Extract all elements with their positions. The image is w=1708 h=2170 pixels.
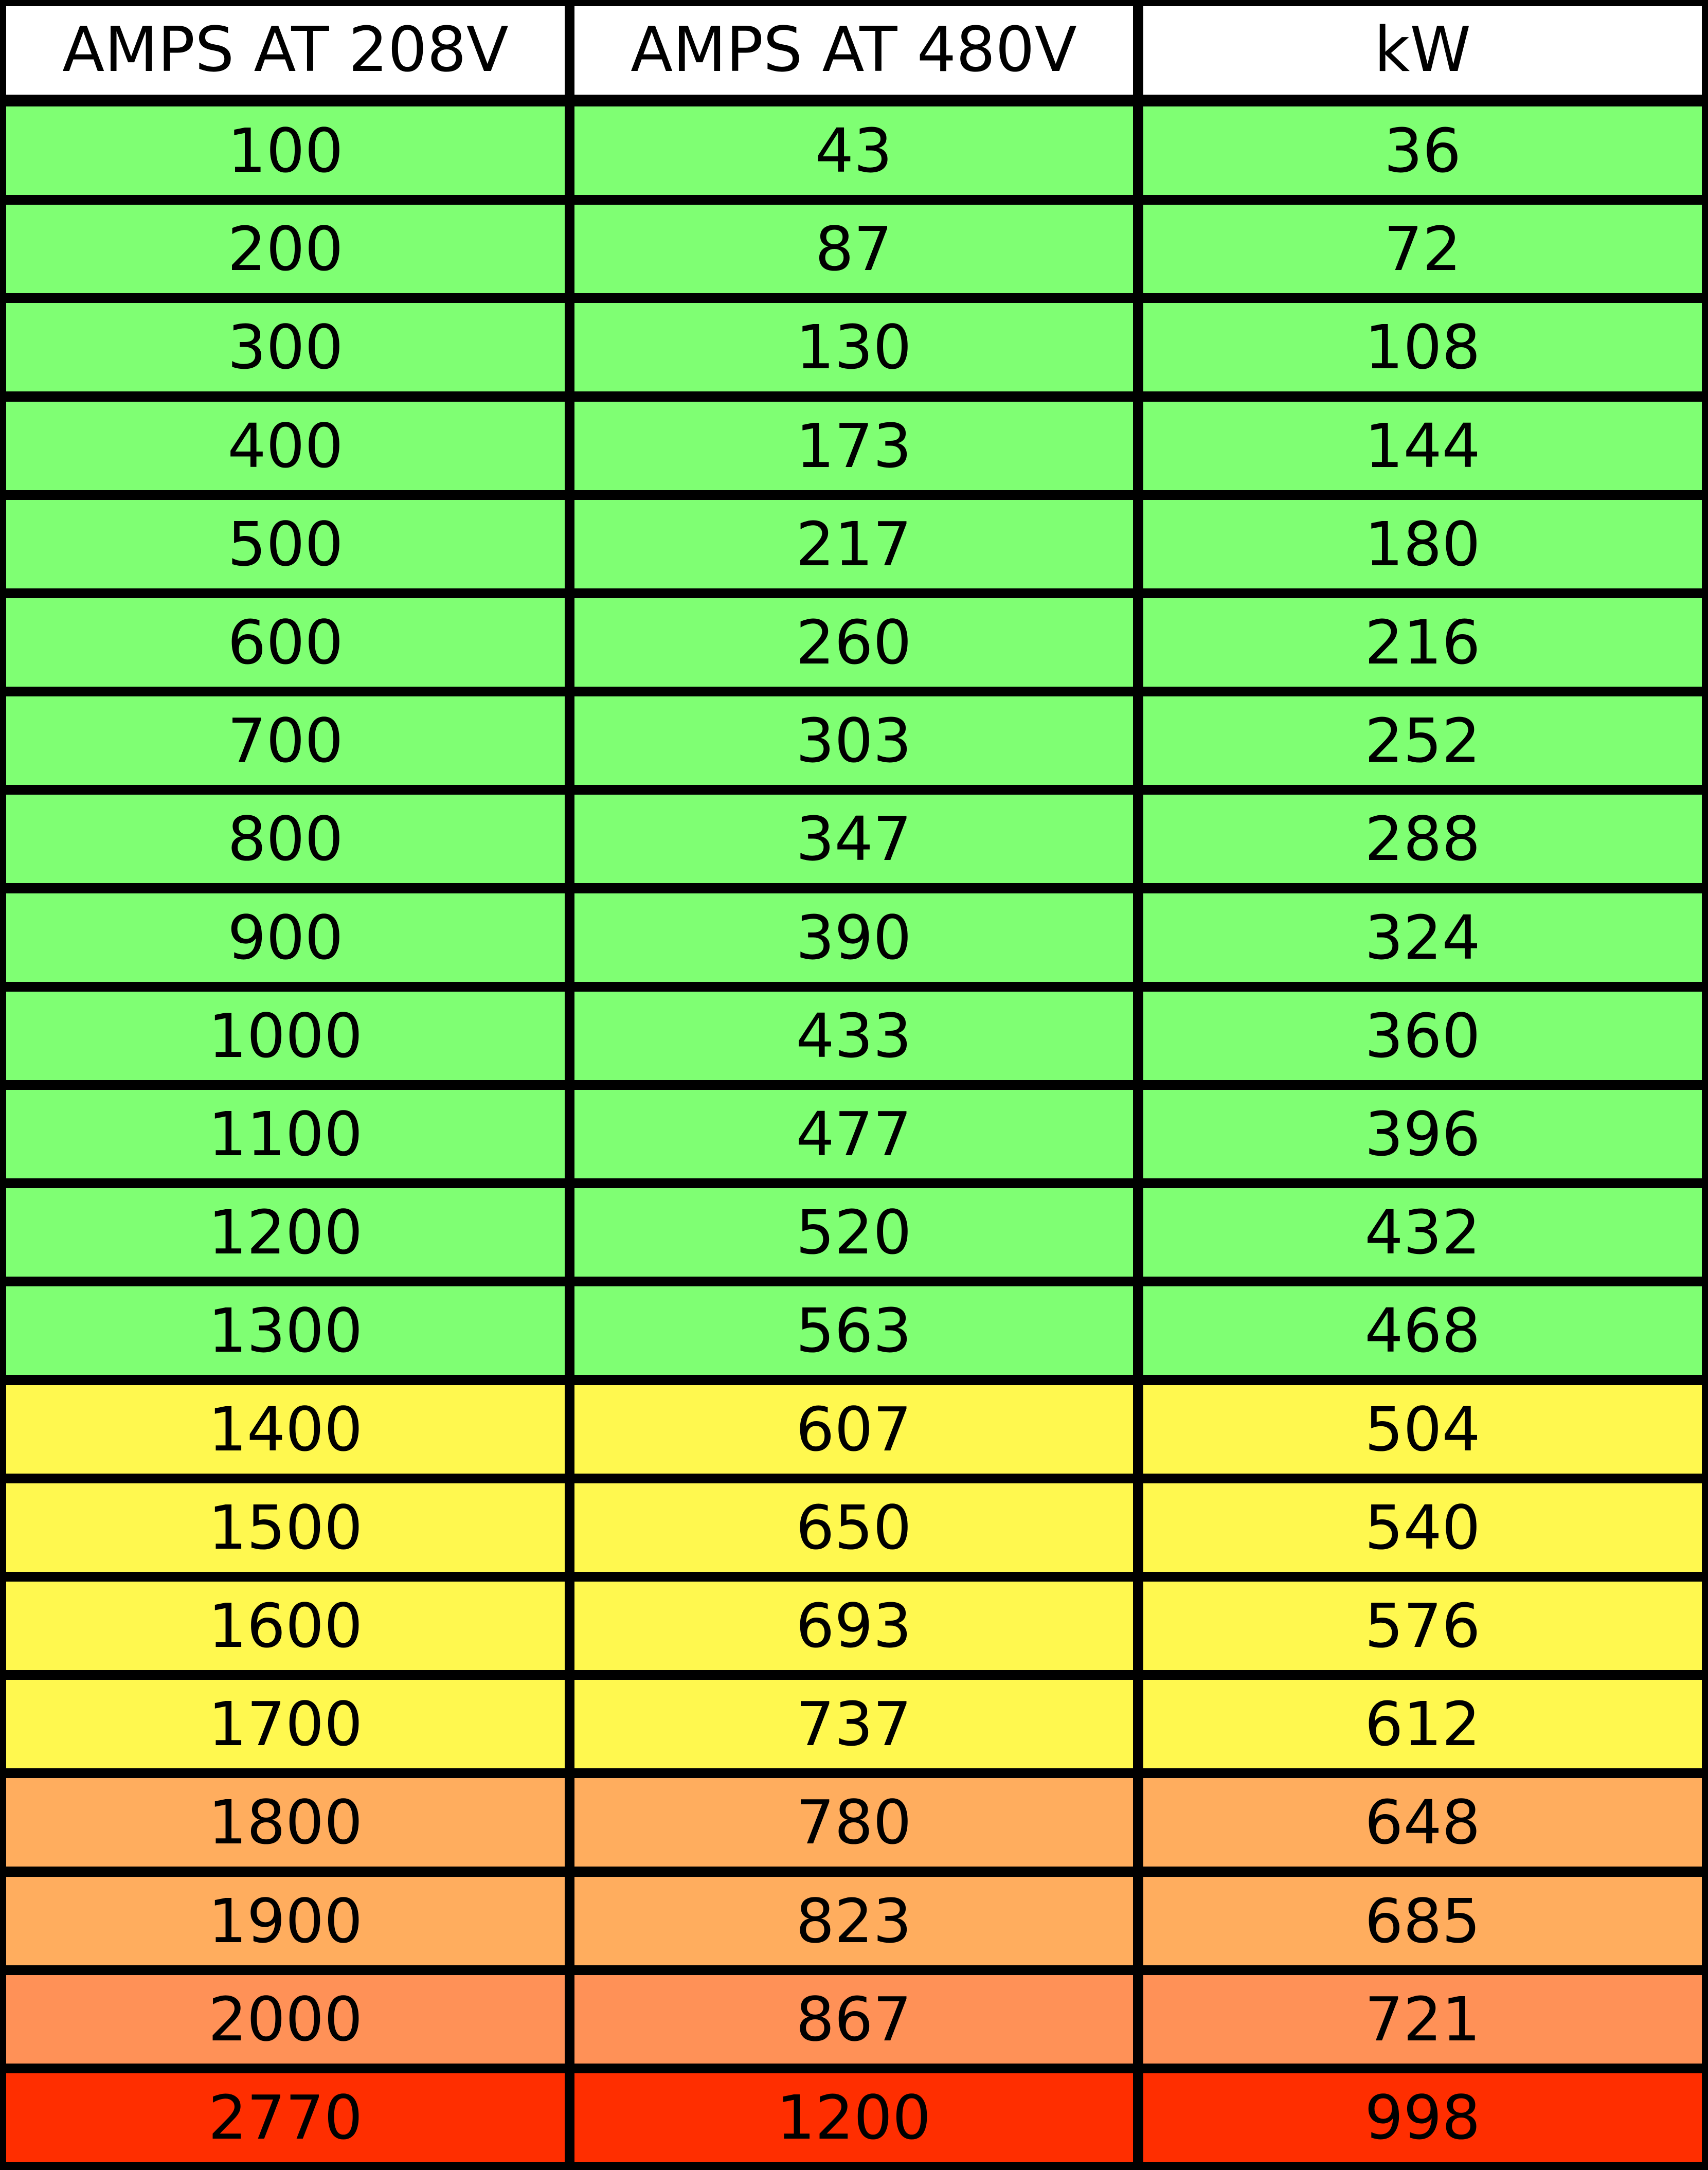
cell-amps-208v: 300	[6, 303, 565, 391]
cell-amps-208v: 1700	[6, 1680, 565, 1768]
cell-amps-208v: 400	[6, 402, 565, 490]
cell-amps-208v: 1900	[6, 1877, 565, 1965]
cell-amps-208v: 200	[6, 205, 565, 293]
cell-kw: 721	[1143, 1975, 1702, 2064]
cell-amps-208v: 1500	[6, 1483, 565, 1572]
cell-amps-480v: 303	[574, 696, 1133, 785]
cell-kw: 360	[1143, 992, 1702, 1080]
cell-kw: 144	[1143, 402, 1702, 490]
cell-amps-480v: 867	[574, 1975, 1133, 2064]
cell-amps-208v: 1600	[6, 1582, 565, 1670]
cell-kw: 468	[1143, 1286, 1702, 1375]
cell-amps-480v: 650	[574, 1483, 1133, 1572]
header-amps-480v: AMPS AT 480V	[574, 6, 1133, 95]
cell-amps-208v: 1800	[6, 1778, 565, 1867]
cell-amps-208v: 1200	[6, 1188, 565, 1277]
cell-amps-208v: 2000	[6, 1975, 565, 2064]
cell-kw: 216	[1143, 598, 1702, 687]
header-kw: kW	[1143, 6, 1702, 95]
cell-amps-480v: 607	[574, 1385, 1133, 1474]
cell-kw: 648	[1143, 1778, 1702, 1867]
cell-amps-208v: 800	[6, 795, 565, 883]
cell-amps-480v: 477	[574, 1090, 1133, 1178]
cell-amps-208v: 1400	[6, 1385, 565, 1474]
cell-amps-480v: 130	[574, 303, 1133, 391]
cell-amps-480v: 260	[574, 598, 1133, 687]
cell-kw: 36	[1143, 106, 1702, 195]
cell-amps-480v: 390	[574, 893, 1133, 982]
cell-kw: 612	[1143, 1680, 1702, 1768]
cell-amps-480v: 1200	[574, 2073, 1133, 2162]
cell-amps-208v: 1300	[6, 1286, 565, 1375]
cell-amps-208v: 900	[6, 893, 565, 982]
cell-kw: 252	[1143, 696, 1702, 785]
cell-amps-208v: 500	[6, 500, 565, 588]
cell-kw: 504	[1143, 1385, 1702, 1474]
cell-kw: 396	[1143, 1090, 1702, 1178]
cell-amps-480v: 693	[574, 1582, 1133, 1670]
cell-kw: 685	[1143, 1877, 1702, 1965]
header-amps-208v: AMPS AT 208V	[6, 6, 565, 95]
cell-amps-480v: 520	[574, 1188, 1133, 1277]
cell-amps-480v: 780	[574, 1778, 1133, 1867]
cell-amps-480v: 823	[574, 1877, 1133, 1965]
cell-amps-480v: 737	[574, 1680, 1133, 1768]
cell-kw: 180	[1143, 500, 1702, 588]
cell-amps-208v: 600	[6, 598, 565, 687]
cell-amps-208v: 700	[6, 696, 565, 785]
cell-amps-208v: 100	[6, 106, 565, 195]
cell-amps-480v: 563	[574, 1286, 1133, 1375]
cell-kw: 72	[1143, 205, 1702, 293]
cell-kw: 432	[1143, 1188, 1702, 1277]
cell-kw: 576	[1143, 1582, 1702, 1670]
cell-amps-480v: 217	[574, 500, 1133, 588]
cell-amps-208v: 2770	[6, 2073, 565, 2162]
cell-kw: 998	[1143, 2073, 1702, 2162]
cell-kw: 540	[1143, 1483, 1702, 1572]
cell-kw: 324	[1143, 893, 1702, 982]
cell-amps-480v: 173	[574, 402, 1133, 490]
cell-amps-480v: 347	[574, 795, 1133, 883]
cell-amps-208v: 1100	[6, 1090, 565, 1178]
cell-kw: 108	[1143, 303, 1702, 391]
cell-amps-480v: 87	[574, 205, 1133, 293]
cell-amps-480v: 43	[574, 106, 1133, 195]
cell-kw: 288	[1143, 795, 1702, 883]
cell-amps-480v: 433	[574, 992, 1133, 1080]
cell-amps-208v: 1000	[6, 992, 565, 1080]
